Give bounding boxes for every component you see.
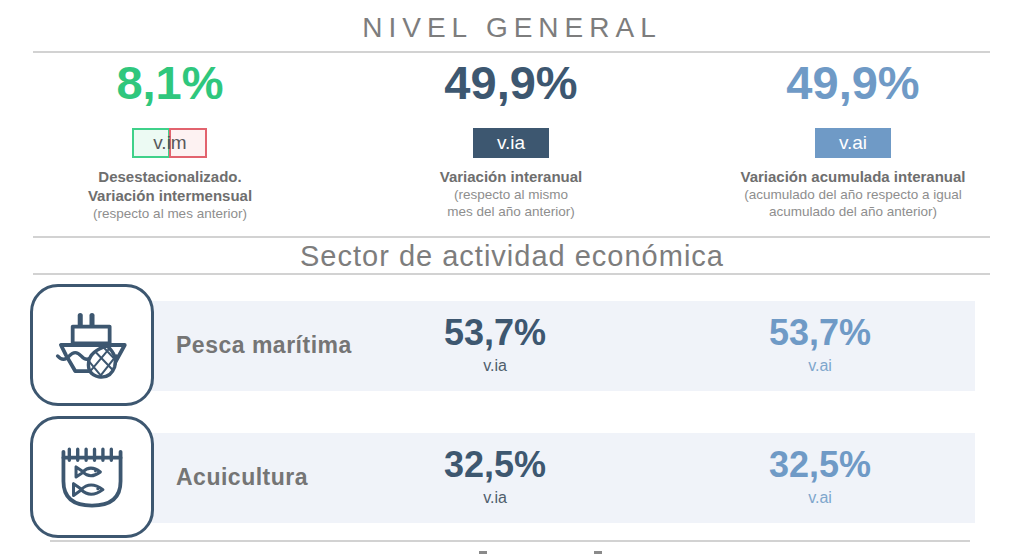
vim-desc-line: Desestacionalizado. [0,167,340,186]
nivel-general-metrics: 8,1% v.im Desestacionalizado. Variación … [0,58,1024,222]
divider-line [33,51,990,53]
sector-vai-tag: v.ai [695,357,945,375]
via-badge: v.ia [473,128,549,158]
sector-label: Acuicultura [176,416,308,538]
vai-description: Variación acumulada interanual (acumulad… [682,167,1024,220]
sector-via-tag: v.ia [375,357,615,375]
via-desc-note: mes del año anterior) [340,203,682,220]
divider-line [33,273,990,275]
vai-desc-note: acumulado del año anterior) [682,203,1024,220]
vim-badge-label: v.im [132,128,208,158]
fishing-boat-icon [30,284,154,406]
section-title: Sector de actividad económica [0,240,1024,273]
sector-via-tag: v.ia [375,489,615,507]
sector-via-value: 32,5% [375,446,615,484]
sector-label: Pesca marítima [176,284,352,406]
vim-badge-row: v.im [0,128,340,158]
via-description: Variación interanual (respecto al mismo … [340,167,682,220]
vai-value: 49,9% [682,58,1024,108]
sector-via-group: 53,7% v.ia [375,314,615,375]
metric-vim: 8,1% v.im Desestacionalizado. Variación … [0,58,340,222]
sector-row-pesca-maritima: Pesca marítima 53,7% v.ia 53,7% v.ai [0,284,1024,406]
sector-vai-tag: v.ai [695,489,945,507]
sector-via-group: 32,5% v.ia [375,446,615,507]
divider-line [33,236,990,238]
aquaculture-fish-pen-icon [30,416,154,538]
vim-desc-line: Variación intermensual [0,186,340,205]
vai-desc-note: (acumulado del año respecto a igual [682,186,1024,203]
metric-via: 49,9% v.ia Variación interanual (respect… [340,58,682,222]
via-badge-row: v.ia [340,128,682,158]
via-desc-note: (respecto al mismo [340,186,682,203]
vai-badge-row: v.ai [682,128,1024,158]
infographic-page: NIVEL GENERAL 8,1% v.im Desestacionaliza… [0,0,1024,554]
page-title: NIVEL GENERAL [0,12,1024,44]
via-desc-line: Variación interanual [340,167,682,186]
vai-desc-line: Variación acumulada interanual [682,167,1024,186]
vim-value: 8,1% [0,58,340,108]
vim-desc-note: (respecto al mes anterior) [0,205,340,222]
vim-badge: v.im [132,128,208,158]
vai-badge: v.ai [815,128,891,158]
sector-via-value: 53,7% [375,314,615,352]
via-value: 49,9% [340,58,682,108]
sector-row-acuicultura: Acuicultura 32,5% v.ia 32,5% v.ai [0,416,1024,538]
sector-vai-group: 32,5% v.ai [695,446,945,507]
sector-vai-value: 53,7% [695,314,945,352]
divider-line [50,540,970,542]
metric-vai: 49,9% v.ai Variación acumulada interanua… [682,58,1024,222]
vim-description: Desestacionalizado. Variación intermensu… [0,167,340,222]
sector-vai-value: 32,5% [695,446,945,484]
sector-vai-group: 53,7% v.ai [695,314,945,375]
